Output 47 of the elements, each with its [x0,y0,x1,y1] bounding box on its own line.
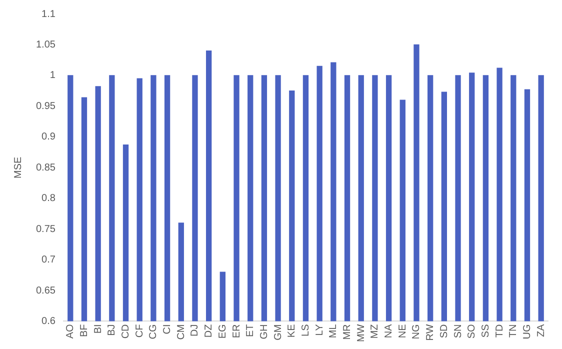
x-tick-label: BF [78,324,90,338]
x-tick-label: CF [134,324,146,338]
x-tick-label: NE [397,324,408,338]
x-tick-label: CM [176,324,187,340]
y-tick-label: 0.6 [42,316,56,327]
x-tick-label: SD [438,324,450,338]
x-tick-label: MR [342,324,354,340]
y-tick-label: 1 [50,70,56,82]
x-tick-label: SN [452,324,464,338]
x-tick-label: ZA [536,324,547,338]
x-tick-label: DZ [204,324,215,338]
x-tick-label: BJ [106,324,118,336]
x-tick-label: CD [120,324,132,339]
x-tick-label: GH [258,324,270,340]
x-tick-label: BI [92,324,104,334]
y-tick-label: 1.05 [36,39,56,50]
y-tick-label: 0.95 [36,100,56,112]
y-tick-label: 1.1 [42,8,56,20]
x-tick-label: TN [508,324,520,338]
y-axis-title: MSE [12,156,24,178]
x-tick-label: NG [411,324,422,340]
x-tick-label: TD [494,324,506,338]
x-tick-label: LY [314,324,326,336]
x-tick-label: AO [65,324,76,339]
x-tick-label: SS [480,324,492,338]
y-tick-label: 0.7 [42,254,56,266]
y-tick-label: 0.65 [36,285,56,296]
x-tick-label: DJ [190,324,201,336]
x-tick-label: NA [384,324,395,338]
x-tick-label: ER [231,324,242,338]
x-tick-label: RW [425,324,436,341]
x-tick-label: ET [245,324,256,338]
x-tick-label: SO [466,324,478,339]
x-tick-label: EG [217,324,228,339]
x-tick-label: LS [300,324,312,336]
y-tick-label: 0.9 [42,132,56,143]
x-tick-label: UG [522,324,533,340]
x-tick-label: MZ [370,324,381,339]
x-tick-label: CG [148,324,160,340]
y-tick-label: 0.75 [36,224,56,235]
y-tick-label: 0.85 [36,162,56,174]
y-tick-label: 0.8 [42,193,56,204]
x-tick-label: GM [272,324,284,340]
x-tick-label: CI [162,324,174,334]
x-tick-label: MW [356,324,367,342]
x-tick-label: KE [286,324,298,338]
x-tick-label: ML [328,324,340,338]
